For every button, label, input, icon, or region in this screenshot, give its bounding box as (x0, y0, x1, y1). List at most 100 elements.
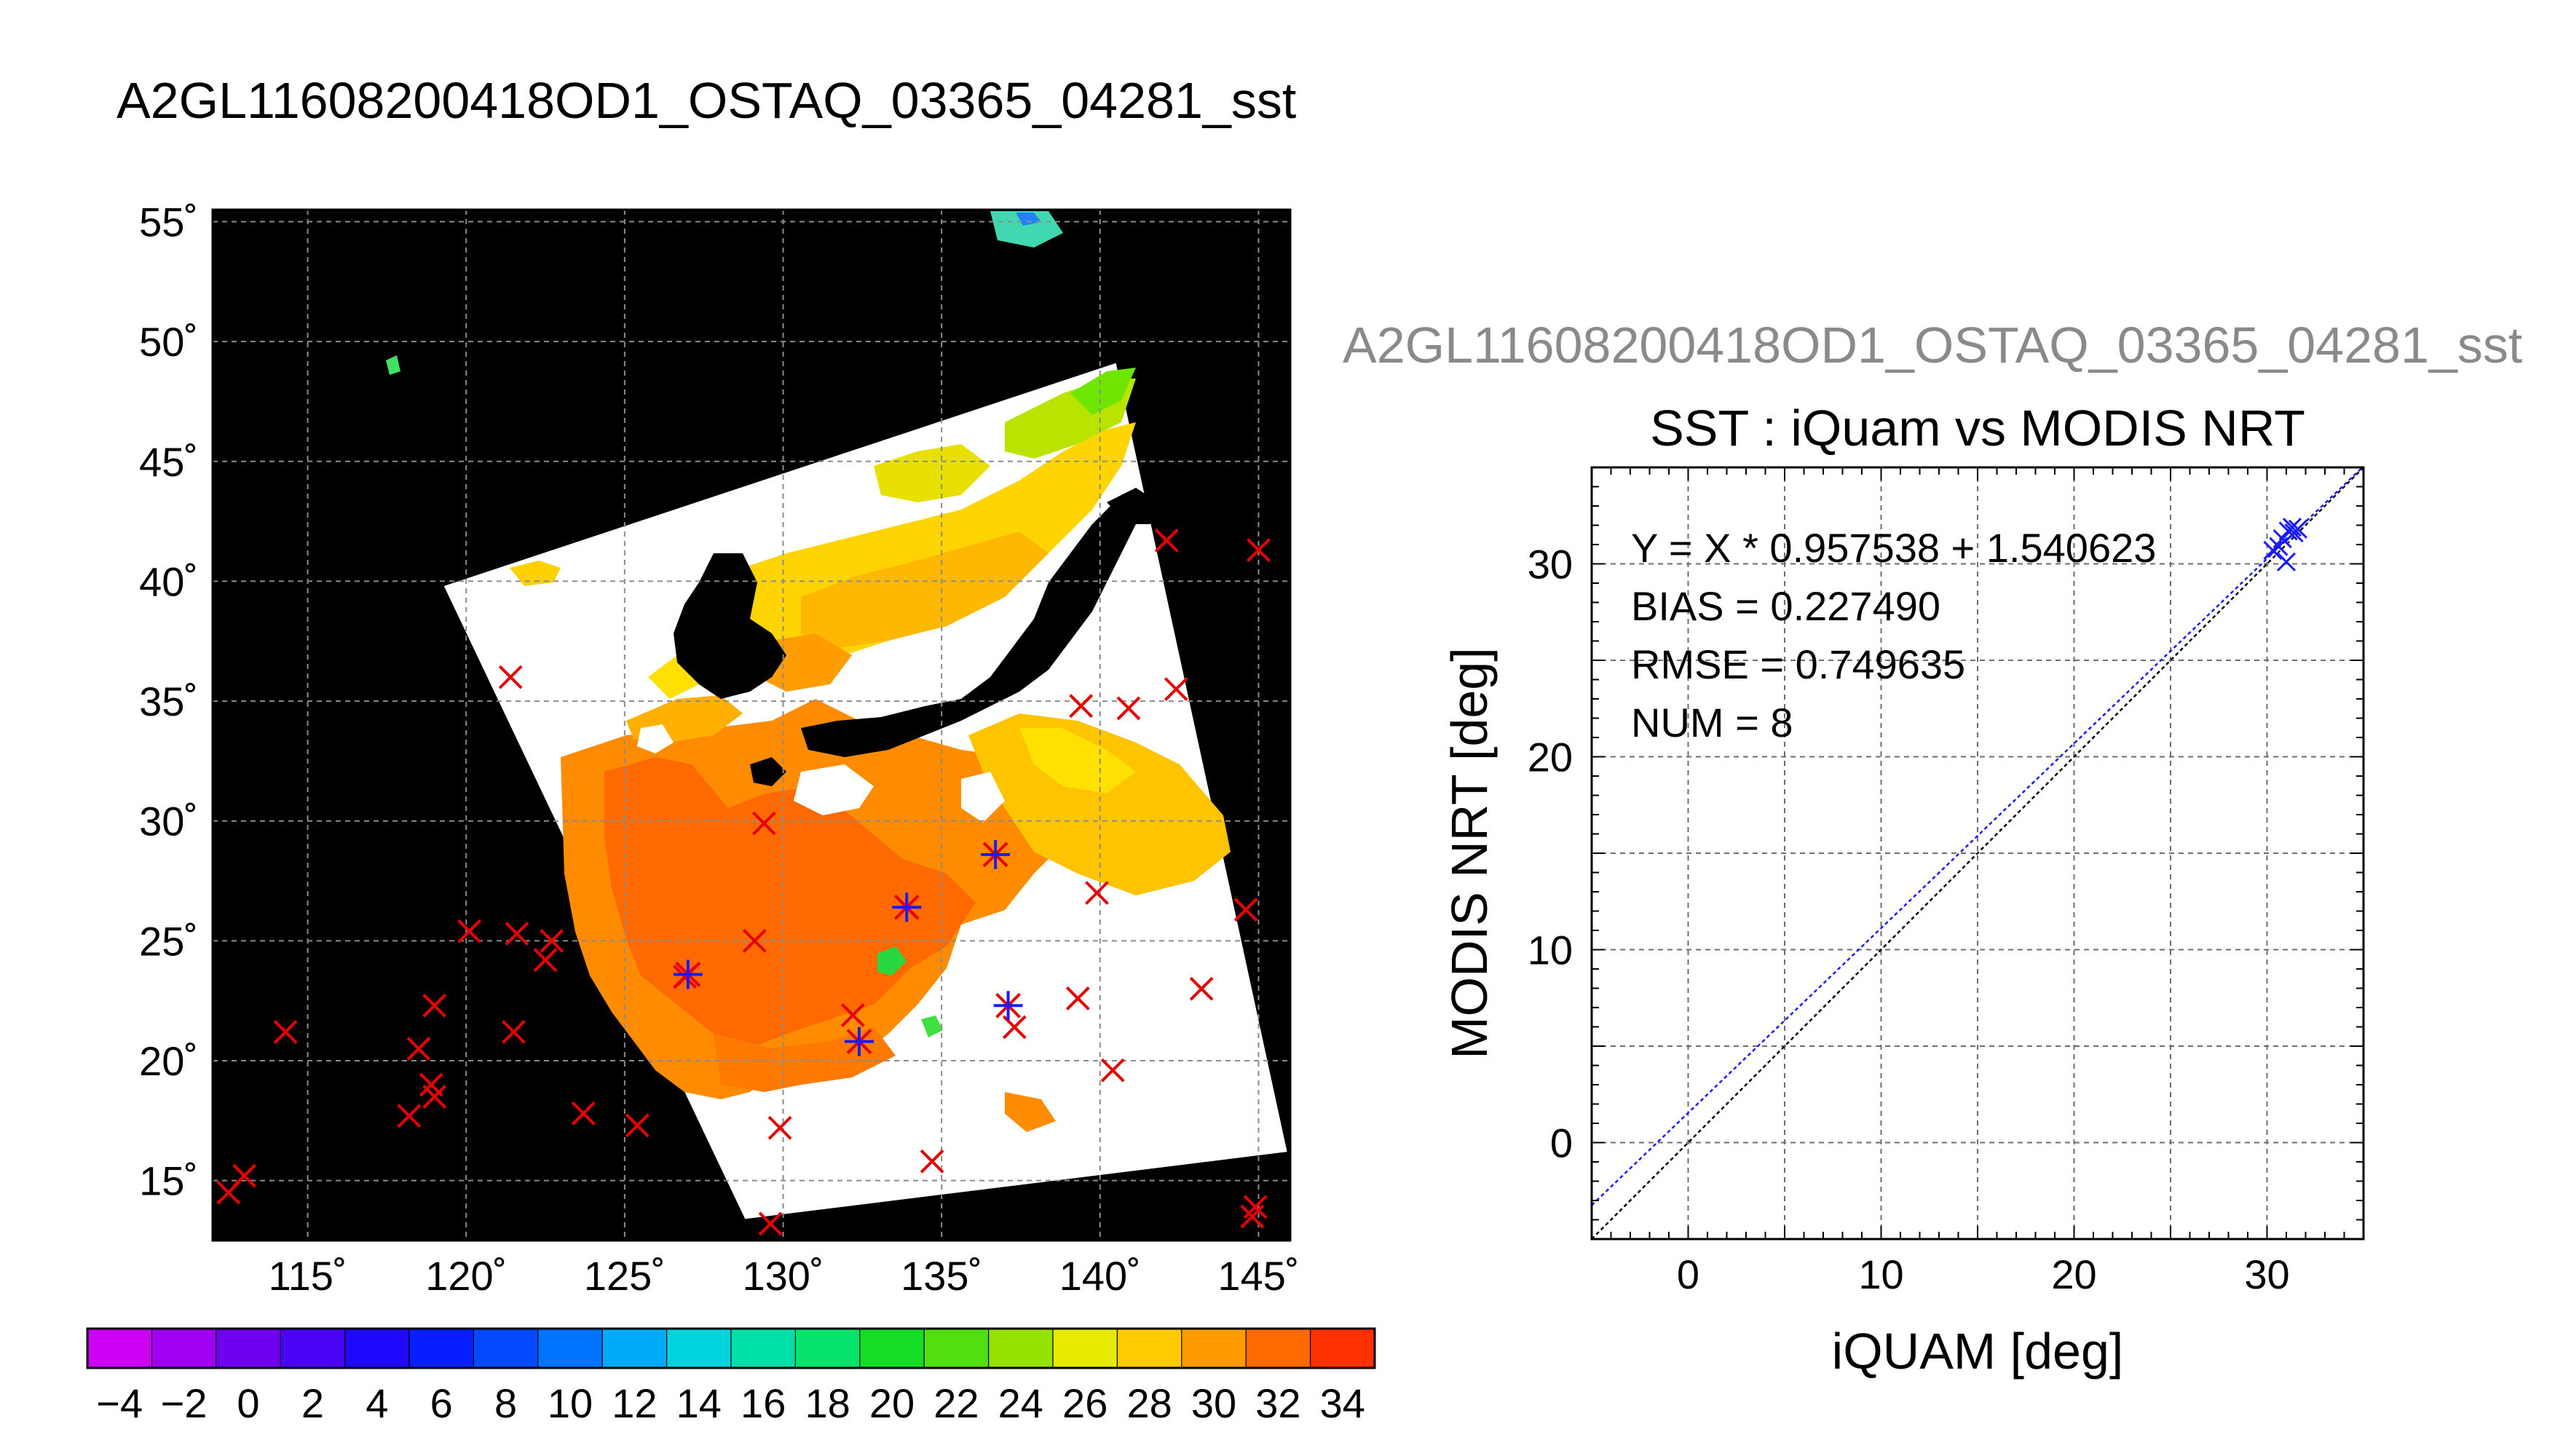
unmatched-buoy-marker (625, 1113, 649, 1138)
unmatched-buoy-marker (742, 928, 767, 953)
unmatched-buoy-marker (1069, 694, 1094, 719)
unmatched-buoy-marker (502, 1020, 526, 1044)
unmatched-buoy-marker (571, 1101, 596, 1125)
colorbar-cell (537, 1328, 604, 1369)
unmatched-buoy-marker (767, 1115, 792, 1140)
colorbar-tick-label: 6 (430, 1380, 453, 1426)
map-y-tick-label: 25˚ (139, 918, 198, 964)
colorbar-cell (473, 1328, 540, 1369)
colorbar-tick-label: 4 (366, 1380, 388, 1426)
colorbar-cells (87, 1328, 1376, 1369)
colorbar-cell (987, 1328, 1054, 1369)
colorbar-cell (1116, 1328, 1183, 1369)
map-x-tick-label: 145˚ (1217, 1253, 1299, 1299)
colorbar-cell (794, 1328, 861, 1369)
matched-buoy-marker (673, 960, 703, 989)
unmatched-buoy-marker (1233, 898, 1258, 922)
map-y-tick-label: 45˚ (139, 439, 198, 485)
unmatched-buoy-marker (920, 1149, 944, 1174)
colorbar-cell (1052, 1328, 1118, 1369)
unmatched-buoy-marker (232, 1163, 256, 1188)
colorbar-cell (408, 1328, 475, 1369)
unmatched-buoy-marker (422, 1085, 447, 1109)
map-x-tick-label: 140˚ (1059, 1253, 1141, 1299)
matched-buoy-marker (993, 991, 1023, 1021)
colorbar-tick-label: 8 (494, 1380, 517, 1426)
colorbar-tick-label: 32 (1255, 1380, 1300, 1426)
colorbar-cell (601, 1328, 668, 1369)
map-y-tick-label: 30˚ (139, 799, 198, 844)
scatter-y-tick-label: 20 (1528, 735, 1573, 780)
scatter-y-axis-label: MODIS NRT [deg] (1441, 647, 1498, 1059)
scatter-x-tick-label: 20 (2051, 1251, 2096, 1297)
unmatched-buoy-marker (273, 1020, 298, 1044)
map-x-tick-label: 115˚ (269, 1253, 347, 1299)
unmatched-buoy-marker (751, 811, 776, 836)
scatter-points (2263, 518, 2307, 571)
unmatched-buoy-marker (1116, 696, 1141, 721)
map-y-tick-label: 50˚ (139, 319, 198, 365)
unmatched-buoy-marker (533, 948, 558, 973)
map-x-tick-label: 125˚ (584, 1253, 666, 1299)
unmatched-buoy-marker (505, 922, 529, 946)
map-y-tick-label: 55˚ (139, 199, 198, 245)
unmatched-buoy-marker (397, 1104, 422, 1128)
colorbar-tick-label: −2 (161, 1380, 208, 1426)
scatter-y-tick-label: 10 (1528, 927, 1573, 973)
scatter-y-tick-label: 0 (1550, 1120, 1573, 1166)
map-x-tick-labels: 115˚ 120˚ 125˚ 130˚ 135˚ 140˚ 145˚ (269, 1253, 1300, 1299)
scatter-y-tick-labels: 0 10 20 30 (1528, 542, 1573, 1166)
map-y-tick-label: 15˚ (139, 1158, 198, 1204)
colorbar-tick-label: 28 (1126, 1380, 1172, 1426)
unmatched-buoy-marker (1164, 677, 1188, 702)
scatter-point (2272, 529, 2292, 549)
unmatched-buoy-marker (457, 919, 482, 943)
one-to-one-line (1592, 467, 2364, 1239)
colorbar-tick-label: 14 (676, 1380, 722, 1426)
unmatched-buoy-marker (758, 1211, 783, 1236)
colorbar-cell (666, 1328, 732, 1369)
unmatched-buoy-marker (406, 1037, 431, 1061)
scatter-point (2288, 519, 2307, 539)
main-title: A2GL11608200418OD1_OSTAQ_03365_04281_sst (117, 72, 1296, 129)
unmatched-buoy-marker (1243, 1195, 1268, 1219)
colorbar-tick-label: 16 (741, 1380, 786, 1426)
colorbar-cell (280, 1328, 346, 1369)
colorbar-tick-label: 0 (237, 1380, 259, 1426)
colorbar-tick-labels: −4 −2 0 2 4 6 8 10 12 14 16 18 20 22 24 26 28 30 32 34 (96, 1380, 1365, 1426)
annotation-bias: BIAS = 0.227490 (1631, 583, 1940, 629)
scatter-x-tick-label: 30 (2244, 1251, 2289, 1297)
colorbar-cell (923, 1328, 990, 1369)
regression-line (1592, 467, 2364, 1206)
scatter-x-tick-labels: 0 10 20 30 (1677, 1251, 2290, 1297)
unmatched-buoy-marker (1154, 529, 1179, 553)
colorbar-cell (151, 1328, 217, 1369)
unmatched-buoy-marker (1247, 538, 1271, 563)
scatter-point (2282, 518, 2302, 537)
colorbar-tick-label: 22 (933, 1380, 979, 1426)
unmatched-buoy-marker (422, 993, 447, 1018)
colorbar-tick-label: 2 (301, 1380, 324, 1426)
map-y-tick-label: 40˚ (139, 558, 198, 604)
unmatched-buoy-marker (1065, 986, 1090, 1010)
sst-map: 115˚ 120˚ 125˚ 130˚ 135˚ 140˚ 145˚ 15˚ 20˚ 25˚ 30… (139, 199, 1299, 1299)
map-y-tick-label: 35˚ (139, 678, 198, 724)
scatter-title: SST : iQuam vs MODIS NRT (1650, 400, 2305, 456)
matched-buoy-markers (673, 839, 1023, 1056)
matched-buoy-marker (981, 839, 1011, 869)
colorbar-cell (1181, 1328, 1247, 1369)
colorbar-tick-label: 34 (1320, 1380, 1365, 1426)
colorbar-tick-label: 30 (1191, 1380, 1236, 1426)
matched-buoy-marker (892, 893, 922, 922)
colorbar-tick-label: 18 (805, 1380, 850, 1426)
colorbar-tick-label: 24 (998, 1380, 1043, 1426)
scatter-plot: SST : iQuam vs MODIS NRT 0 10 20 30 0 10 20 30… (1441, 400, 2365, 1380)
colorbar-tick-label: −4 (96, 1380, 143, 1426)
unmatched-buoy-marker (540, 928, 564, 953)
colorbar-cell (87, 1328, 153, 1369)
map-x-tick-label: 135˚ (901, 1253, 982, 1299)
map-y-tick-label: 20˚ (139, 1038, 198, 1084)
unmatched-buoy-marker (498, 665, 523, 689)
map-frame (211, 208, 1292, 1242)
